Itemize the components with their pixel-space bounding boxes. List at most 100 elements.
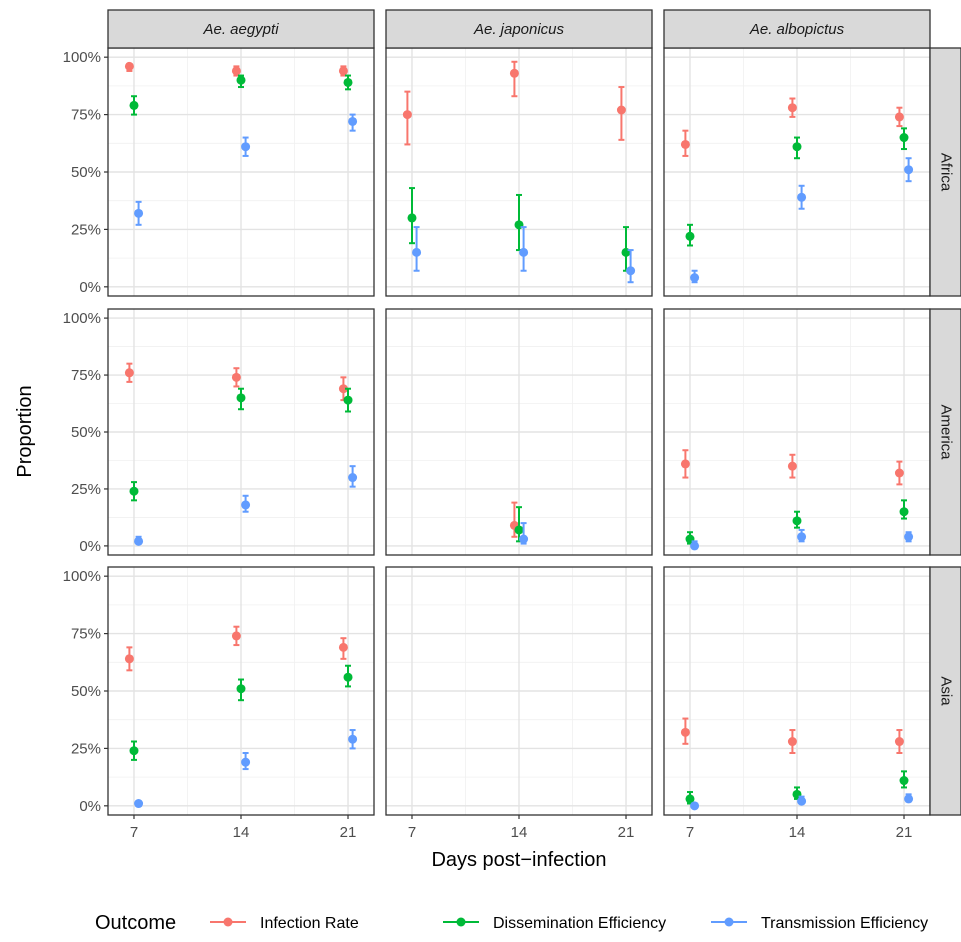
row-strip-label: Africa [938, 153, 955, 192]
panel-ae-albopictus-africa [664, 48, 930, 296]
data-point [690, 801, 700, 811]
data-point [241, 757, 251, 767]
y-tick-label: 50% [71, 164, 101, 181]
y-tick-label: 25% [71, 221, 101, 238]
row-strip: Africa [929, 47, 961, 297]
data-point [797, 796, 807, 806]
panel-data [680, 97, 914, 284]
row-strip-label: America [938, 404, 955, 460]
y-tick-label: 25% [71, 481, 101, 498]
data-point [338, 384, 348, 394]
data-point [792, 142, 802, 152]
y-axis-title: Proportion [14, 385, 36, 477]
data-point [134, 536, 144, 546]
legend-key-point [724, 917, 734, 927]
data-point [685, 794, 695, 804]
y-tick-label: 75% [71, 107, 101, 124]
data-point [124, 368, 134, 378]
data-point [680, 727, 690, 737]
data-point [241, 142, 251, 152]
data-point [134, 208, 144, 218]
column-strip-label: Ae. aegypti [202, 21, 279, 38]
x-axis-title: Days post−infection [431, 849, 606, 871]
data-point [509, 68, 519, 78]
data-point [343, 672, 353, 682]
panel-data [124, 625, 358, 809]
data-point [680, 139, 690, 149]
data-point [904, 794, 914, 804]
data-point [338, 66, 348, 76]
data-point [231, 372, 241, 382]
y-tick-label: 75% [71, 626, 101, 643]
row-strip-label: Asia [938, 676, 955, 706]
data-point [787, 103, 797, 113]
y-tick-label: 75% [71, 367, 101, 384]
row-strip: America [929, 308, 961, 556]
data-point [899, 507, 909, 517]
strip-background [929, 308, 961, 556]
data-point [412, 247, 422, 257]
row-strip: Asia [929, 566, 961, 816]
data-point [616, 105, 626, 115]
x-tick-label: 7 [686, 824, 694, 841]
y-tick-label: 25% [71, 740, 101, 757]
strip-background [929, 566, 961, 816]
panel-data [680, 449, 914, 551]
data-point [231, 631, 241, 641]
data-point [787, 737, 797, 747]
column-strip: Ae. albopictus [663, 9, 931, 49]
y-tick-label: 100% [63, 310, 101, 327]
data-point [348, 116, 358, 126]
strip-background [663, 9, 931, 49]
data-point [407, 213, 417, 223]
legend-entry: Dissemination Efficiency [493, 915, 666, 932]
panel-ae-japonicus-asia [386, 567, 652, 815]
data-point [124, 61, 134, 71]
data-point [134, 799, 144, 809]
data-point [904, 165, 914, 175]
legend-entry: Transmission Efficiency [761, 915, 928, 932]
column-strip: Ae. japonicus [385, 9, 653, 49]
data-point [685, 231, 695, 241]
x-tick-label: 7 [408, 824, 416, 841]
data-point [129, 100, 139, 110]
y-tick-label: 50% [71, 424, 101, 441]
y-tick-label: 50% [71, 683, 101, 700]
y-tick-label: 0% [79, 798, 101, 815]
data-point [797, 532, 807, 542]
legend-entry: Infection Rate [260, 915, 359, 932]
data-point [680, 459, 690, 469]
y-tick-label: 100% [63, 568, 101, 585]
panel-data [402, 60, 636, 284]
data-point [129, 746, 139, 756]
data-point [348, 734, 358, 744]
panel-ae-aegypti-america [108, 309, 374, 555]
y-tick-label: 0% [79, 538, 101, 555]
strip-background [929, 47, 961, 297]
strip-background [107, 9, 375, 49]
panel-ae-aegypti-africa [108, 48, 374, 296]
panel-data [680, 717, 914, 811]
panel-ae-japonicus-africa [386, 48, 652, 296]
column-strip-label: Ae. albopictus [749, 21, 845, 38]
data-point [899, 776, 909, 786]
data-point [343, 77, 353, 87]
data-point [343, 395, 353, 405]
legend: Outcome Infection Rate Dissemination Effic… [95, 912, 928, 934]
panel-data [124, 362, 358, 546]
panel-border [385, 308, 653, 556]
data-point [124, 654, 134, 664]
y-tick-label: 0% [79, 279, 101, 296]
data-point [338, 642, 348, 652]
data-point [797, 192, 807, 202]
data-point [236, 684, 246, 694]
data-point [519, 534, 529, 544]
data-point [514, 525, 524, 535]
panel-data [124, 61, 358, 226]
x-tick-label: 14 [789, 824, 806, 841]
panel-data [509, 501, 529, 545]
x-tick-label: 21 [896, 824, 913, 841]
x-tick-label: 14 [511, 824, 528, 841]
data-point [899, 133, 909, 143]
x-tick-label: 14 [233, 824, 250, 841]
